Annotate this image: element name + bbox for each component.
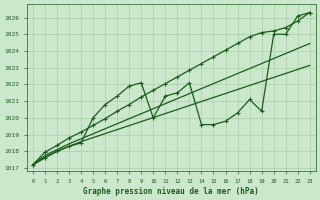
X-axis label: Graphe pression niveau de la mer (hPa): Graphe pression niveau de la mer (hPa) (84, 187, 259, 196)
